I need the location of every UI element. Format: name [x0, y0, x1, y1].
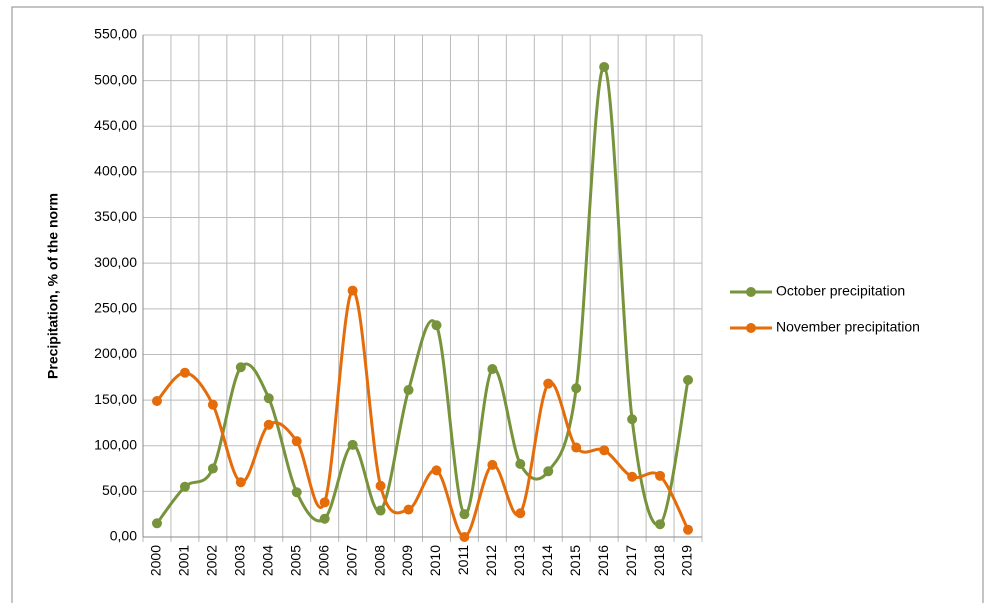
y-tick-label: 250,00 — [94, 300, 137, 316]
x-tick-label: 2012 — [483, 545, 499, 576]
x-tick-label: 2019 — [679, 545, 695, 576]
x-tick-label: 2009 — [399, 545, 415, 576]
x-tick-label: 2013 — [511, 545, 527, 576]
data-point — [207, 463, 218, 474]
x-tick-label: 2006 — [315, 545, 331, 576]
data-point — [263, 393, 274, 404]
data-point — [291, 436, 302, 447]
y-tick-label: 350,00 — [94, 208, 137, 224]
y-axis-label: Precipitation, % of the norm — [45, 193, 61, 379]
y-tick-label: 100,00 — [94, 436, 137, 452]
data-point — [543, 466, 554, 477]
data-point — [683, 524, 694, 535]
data-point — [263, 419, 274, 430]
y-tick-label: 500,00 — [94, 71, 137, 87]
y-tick-label: 300,00 — [94, 254, 137, 270]
data-point — [431, 465, 442, 476]
data-point — [207, 399, 218, 410]
data-point — [459, 532, 470, 542]
x-tick-label: 2001 — [176, 545, 192, 576]
x-tick-label: 2003 — [232, 545, 248, 576]
y-tick-label: 450,00 — [94, 117, 137, 133]
x-tick-label: 2008 — [371, 545, 387, 576]
x-tick-label: 2010 — [427, 545, 443, 576]
data-point — [571, 383, 582, 394]
data-point — [487, 459, 498, 470]
data-point — [403, 385, 414, 396]
data-point — [375, 505, 386, 516]
data-point — [571, 442, 582, 453]
x-tick-label: 2004 — [259, 545, 275, 576]
data-point — [151, 518, 162, 529]
data-point — [179, 481, 190, 492]
data-point — [235, 362, 246, 373]
data-point — [403, 504, 414, 515]
data-point — [347, 285, 358, 296]
data-point — [599, 61, 610, 72]
x-tick-label: 2014 — [539, 545, 555, 576]
x-tick-label: 2005 — [287, 545, 303, 576]
data-point — [235, 477, 246, 488]
x-tick-label: 2011 — [455, 545, 471, 575]
x-tick-label: 2017 — [623, 545, 639, 576]
x-tick-label: 2007 — [343, 545, 359, 576]
x-tick-label: 2018 — [651, 545, 667, 576]
data-point — [655, 470, 666, 481]
data-point — [627, 414, 638, 425]
data-point — [515, 458, 526, 469]
data-point — [319, 513, 330, 524]
legend-label: November precipitation — [776, 319, 920, 335]
y-tick-label: 0,00 — [110, 528, 137, 544]
x-tick-label: 2015 — [567, 545, 583, 576]
chart-frame — [11, 6, 984, 608]
data-point — [347, 439, 358, 450]
legend-marker — [746, 287, 756, 297]
data-point — [487, 364, 498, 375]
data-point — [431, 320, 442, 331]
legend-label: October precipitation — [776, 283, 905, 299]
y-tick-label: 200,00 — [94, 345, 137, 361]
x-tick-label: 2002 — [204, 545, 220, 576]
y-tick-label: 150,00 — [94, 391, 137, 407]
x-tick-label: 2000 — [148, 545, 164, 576]
data-point — [627, 471, 638, 482]
legend-marker — [746, 323, 756, 333]
data-point — [319, 497, 330, 508]
data-point — [655, 519, 666, 530]
y-tick-label: 50,00 — [102, 482, 137, 498]
data-point — [291, 487, 302, 498]
y-tick-label: 400,00 — [94, 163, 137, 179]
data-point — [599, 445, 610, 456]
data-point — [375, 480, 386, 491]
data-point — [515, 508, 526, 519]
data-point — [543, 378, 554, 389]
data-point — [179, 367, 190, 378]
y-tick-label: 550,00 — [94, 26, 137, 42]
data-point — [151, 396, 162, 407]
data-point — [459, 509, 470, 520]
x-tick-label: 2016 — [595, 545, 611, 576]
data-point — [683, 375, 694, 386]
